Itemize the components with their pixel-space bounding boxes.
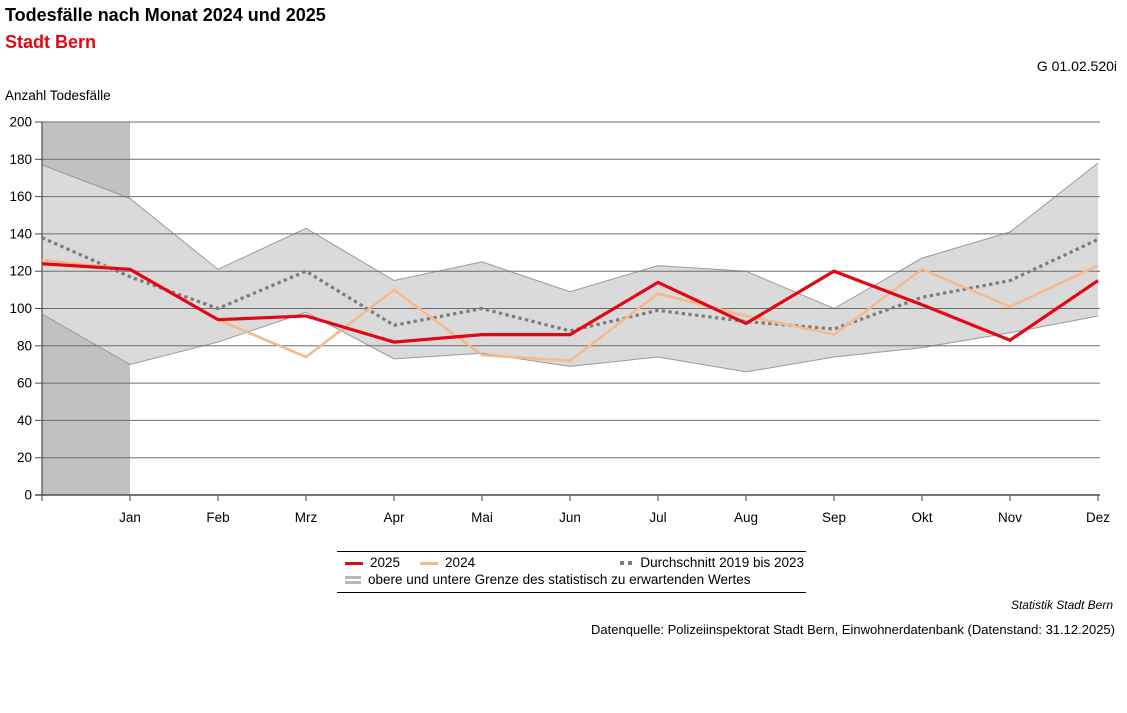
x-axis-label: Mrz bbox=[295, 510, 318, 525]
page-subtitle: Stadt Bern bbox=[5, 32, 97, 52]
x-axis-label: Dez bbox=[1086, 510, 1110, 525]
band-upper-boundary bbox=[41, 162, 1099, 310]
chart-legend: 2025 2024 Durchschnitt 2019 bis 2023 obe… bbox=[337, 551, 806, 593]
x-axis-label: Okt bbox=[911, 510, 932, 525]
legend-label-band: obere und untere Grenze des statistisch … bbox=[368, 572, 751, 587]
x-axis-label: Apr bbox=[383, 510, 405, 525]
x-axis-label: Feb bbox=[206, 510, 229, 525]
x-axis-label: Sep bbox=[822, 510, 846, 525]
orange-line-swatch-icon bbox=[420, 561, 439, 565]
legend-label-average: Durchschnitt 2019 bis 2023 bbox=[640, 555, 804, 570]
band-swatch-icon bbox=[345, 576, 361, 584]
y-axis-label: 40 bbox=[17, 413, 32, 428]
y-axis-label: 60 bbox=[17, 376, 32, 391]
legend-item-band: obere und untere Grenze des statistisch … bbox=[345, 572, 750, 588]
page-title: Todesfälle nach Monat 2024 und 2025 bbox=[5, 5, 326, 25]
x-axis-label: Jan bbox=[119, 510, 141, 525]
data-source: Datenquelle: Polizeiinspektorat Stadt Be… bbox=[591, 622, 1115, 637]
x-axis-label: Mai bbox=[471, 510, 493, 525]
y-axis-label: 200 bbox=[9, 115, 32, 130]
y-axis-label: 120 bbox=[9, 264, 32, 279]
legend-item-2025: 2025 bbox=[345, 555, 400, 571]
y-axis-label: 160 bbox=[9, 189, 32, 204]
y-axis-title: Anzahl Todesfälle bbox=[5, 88, 111, 103]
y-axis-label: 140 bbox=[9, 226, 32, 241]
expected-range-band bbox=[42, 163, 1098, 372]
red-line-swatch-icon bbox=[345, 561, 363, 565]
y-axis-label: 180 bbox=[9, 152, 32, 167]
y-axis-label: 0 bbox=[24, 488, 32, 503]
legend-label-2024: 2024 bbox=[445, 555, 476, 570]
y-axis-label: 20 bbox=[17, 450, 32, 465]
series-line-durchschnitt-2019-bis-2023 bbox=[41, 236, 1099, 333]
x-axis-label: Jun bbox=[559, 510, 581, 525]
y-axis-label: 100 bbox=[9, 301, 32, 316]
attribution: Statistik Stadt Bern bbox=[1010, 598, 1113, 612]
x-axis-label: Jul bbox=[649, 510, 666, 525]
x-axis-label: Nov bbox=[998, 510, 1022, 525]
legend-label-2025: 2025 bbox=[370, 555, 401, 570]
legend-row-band: obere und untere Grenze des statistisch … bbox=[337, 572, 806, 588]
legend-row-series: 2025 2024 Durchschnitt 2019 bis 2023 bbox=[337, 555, 806, 571]
legend-item-2024: 2024 bbox=[420, 555, 475, 571]
band-lower-boundary bbox=[41, 311, 1099, 373]
legend-item-average: Durchschnitt 2019 bis 2023 bbox=[620, 555, 804, 571]
dotted-line-swatch-icon bbox=[620, 561, 633, 565]
y-axis-label: 80 bbox=[17, 338, 32, 353]
x-axis-label: Aug bbox=[734, 510, 758, 525]
series-line-2025 bbox=[41, 262, 1099, 344]
chart-id: G 01.02.520i bbox=[1036, 58, 1117, 74]
